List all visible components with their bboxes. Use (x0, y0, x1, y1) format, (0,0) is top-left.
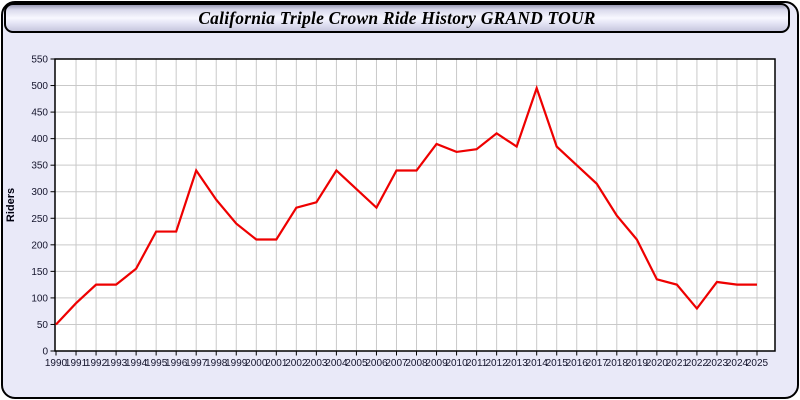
x-tick-label: 2012 (486, 358, 509, 369)
plot-area (55, 59, 775, 351)
x-axis-labels: 1990199119921993199419951996199719981999… (45, 358, 769, 369)
y-axis-labels: 0 50 100 150 200 250 300 350 400 450 500 550 (31, 55, 48, 358)
y-tick-label: 150 (31, 267, 48, 278)
axis-ticks (50, 58, 758, 356)
x-tick-label: 2020 (646, 358, 669, 369)
x-tick-label: 2001 (265, 358, 288, 369)
x-tick-label: 2008 (405, 358, 428, 369)
y-tick-label: 0 (42, 347, 48, 358)
x-tick-label: 2022 (686, 358, 709, 369)
x-tick-label: 2013 (506, 358, 529, 369)
x-tick-label: 2014 (526, 358, 549, 369)
x-tick-label: 2010 (445, 358, 468, 369)
x-tick-label: 2005 (345, 358, 368, 369)
x-tick-label: 1998 (205, 358, 228, 369)
x-tick-label: 2000 (245, 358, 268, 369)
y-tick-label: 50 (37, 320, 49, 331)
chart-title: California Triple Crown Ride History GRA… (198, 7, 596, 28)
x-tick-label: 2002 (285, 358, 308, 369)
riders-data-line (55, 84, 757, 326)
y-tick-label: 550 (31, 55, 48, 66)
x-tick-label: 2021 (666, 358, 689, 369)
x-tick-label: 1999 (225, 358, 248, 369)
x-tick-label: 2009 (425, 358, 448, 369)
x-tick-label: 2019 (626, 358, 649, 369)
x-tick-label: 1995 (145, 358, 168, 369)
plot-frame (54, 58, 776, 352)
x-tick-label: 1992 (85, 358, 108, 369)
y-tick-label: 300 (31, 187, 48, 198)
x-tick-label: 2024 (726, 358, 749, 369)
x-tick-label: 1991 (65, 358, 88, 369)
x-tick-label: 2004 (325, 358, 348, 369)
y-tick-label: 250 (31, 214, 48, 225)
x-tick-label: 2023 (706, 358, 729, 369)
x-tick-label: 2011 (466, 358, 488, 369)
header-bar: California Triple Crown Ride History GRA… (4, 3, 790, 33)
x-tick-label: 2025 (746, 358, 769, 369)
x-tick-label: 1994 (125, 358, 148, 369)
y-tick-label: 400 (31, 134, 48, 145)
x-tick-label: 2007 (385, 358, 408, 369)
x-tick-label: 2018 (606, 358, 629, 369)
y-tick-label: 200 (31, 240, 48, 251)
y-tick-label: 100 (31, 293, 48, 304)
x-tick-label: 2017 (586, 358, 609, 369)
x-tick-label: 1993 (105, 358, 128, 369)
y-tick-label: 350 (31, 161, 48, 172)
x-tick-label: 2006 (365, 358, 388, 369)
y-tick-label: 450 (31, 108, 48, 119)
y-axis-title: Riders (5, 188, 17, 222)
x-tick-label: 1990 (45, 358, 68, 369)
x-tick-label: 2003 (305, 358, 328, 369)
x-tick-label: 1997 (185, 358, 208, 369)
x-tick-label: 2016 (566, 358, 589, 369)
x-tick-label: 2015 (546, 358, 569, 369)
x-tick-label: 1996 (165, 358, 188, 369)
y-tick-label: 500 (31, 81, 48, 92)
